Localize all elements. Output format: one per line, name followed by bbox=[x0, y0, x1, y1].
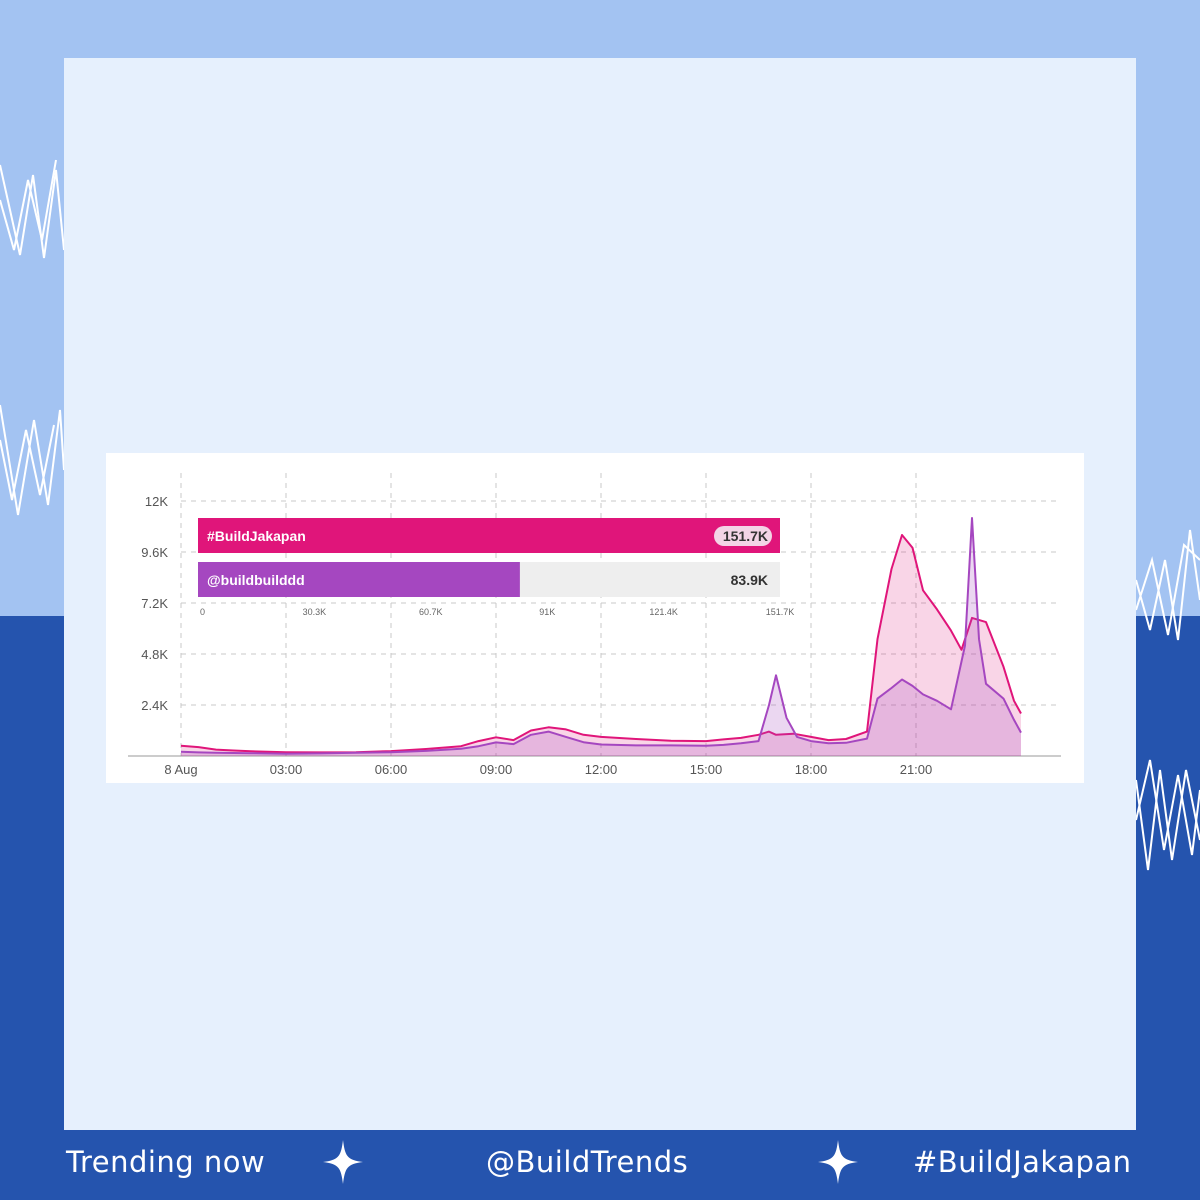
x-tick-label: 03:00 bbox=[270, 762, 303, 777]
zigzag-left-top-2 bbox=[0, 159, 57, 251]
x-tick-label: 18:00 bbox=[795, 762, 828, 777]
zigzag-right-upper bbox=[1135, 529, 1200, 641]
y-tick-label: 7.2K bbox=[141, 596, 168, 611]
x-tick-label: 15:00 bbox=[690, 762, 723, 777]
zigzag-left-mid bbox=[0, 404, 65, 516]
zigzag-right-lower-2 bbox=[1135, 759, 1200, 856]
four-point-star-icon bbox=[818, 1140, 858, 1184]
zigzag-left-mid-2 bbox=[0, 424, 55, 501]
inset-bar-value-label: 83.9K bbox=[731, 572, 768, 588]
footer-center-label: @BuildTrends bbox=[486, 1145, 689, 1179]
zigzag-right-upper-2 bbox=[1135, 543, 1200, 636]
inset-x-tick-label: 0 bbox=[200, 607, 205, 617]
inset-bar bbox=[198, 518, 780, 553]
y-tick-label: 2.4K bbox=[141, 698, 168, 713]
inset-x-tick-label: 151.7K bbox=[766, 607, 795, 617]
four-point-star-icon bbox=[323, 1140, 363, 1184]
inset-bar-category-label: @buildbuilddd bbox=[207, 572, 305, 588]
inset-bar bbox=[198, 562, 520, 597]
zigzag-right-lower bbox=[1135, 769, 1200, 871]
inset-x-tick-label: 91K bbox=[539, 607, 555, 617]
x-tick-label: 06:00 bbox=[375, 762, 408, 777]
zigzag-left-top bbox=[0, 164, 65, 259]
y-tick-label: 4.8K bbox=[141, 647, 168, 662]
x-tick-label: 21:00 bbox=[900, 762, 933, 777]
chart-card: 2.4K 4.8K 7.2K 9.6K 12K 8 Aug 03:00 06:00 09:00 1… bbox=[106, 453, 1084, 783]
y-tick-label: 12K bbox=[145, 494, 168, 509]
inset-value-pill bbox=[714, 526, 772, 546]
x-tick-label: 8 Aug bbox=[164, 762, 197, 777]
series-area-0 bbox=[181, 535, 1021, 756]
footer-right-label: #BuildJakapan bbox=[913, 1145, 1132, 1179]
inset-x-tick-label: 121.4K bbox=[649, 607, 678, 617]
x-tick-label: 12:00 bbox=[585, 762, 618, 777]
inset-bar-value-label: 151.7K bbox=[723, 528, 768, 544]
series-line-1 bbox=[180, 517, 1022, 755]
series-area-1 bbox=[181, 518, 1021, 756]
y-tick-label: 9.6K bbox=[141, 545, 168, 560]
x-tick-label: 09:00 bbox=[480, 762, 513, 777]
inset-bar-category-label: #BuildJakapan bbox=[207, 528, 306, 544]
footer-left-label: Trending now bbox=[66, 1145, 266, 1179]
inset-x-tick-label: 30.3K bbox=[303, 607, 327, 617]
inset-x-tick-label: 60.7K bbox=[419, 607, 443, 617]
trend-chart: 2.4K 4.8K 7.2K 9.6K 12K 8 Aug 03:00 06:00 09:00 1… bbox=[128, 473, 1061, 777]
